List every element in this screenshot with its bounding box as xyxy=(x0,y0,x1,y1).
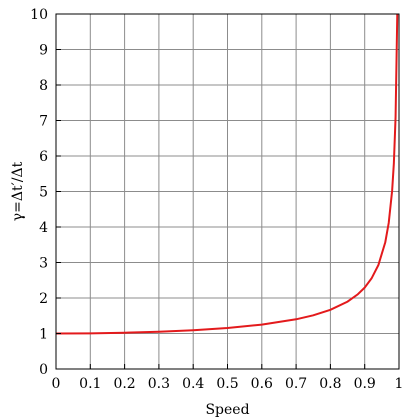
y-tick-label: 5 xyxy=(39,185,48,201)
y-tick-label: 2 xyxy=(39,291,48,307)
x-tick-label: 0.8 xyxy=(319,376,341,392)
x-tick-label: 0.7 xyxy=(285,376,307,392)
y-tick-label: 1 xyxy=(39,327,48,343)
y-tick-label: 7 xyxy=(39,114,48,130)
x-axis-title: Speed xyxy=(205,402,249,418)
y-tick-label: 10 xyxy=(30,7,48,23)
x-tick-label: 0.6 xyxy=(251,376,273,392)
y-tick-label: 6 xyxy=(39,149,48,165)
y-tick-label: 9 xyxy=(39,43,48,59)
y-tick-label: 3 xyxy=(39,256,48,272)
y-tick-label: 4 xyxy=(39,220,48,236)
grid xyxy=(56,14,399,369)
y-tick-label: 0 xyxy=(39,362,48,378)
y-tick-label: 8 xyxy=(39,78,48,94)
series-line xyxy=(55,13,399,335)
x-tick-label: 1 xyxy=(395,376,404,392)
x-tick-label: 0.5 xyxy=(216,376,238,392)
x-tick-label: 0.1 xyxy=(79,376,101,392)
x-tick-label: 0.3 xyxy=(148,376,170,392)
y-axis-title: γ=Δt′/Δt xyxy=(10,161,26,221)
x-tick-label: 0.2 xyxy=(113,376,135,392)
x-tick-label: 0.4 xyxy=(182,376,204,392)
axis-ticks: 0 0.1 0.2 0.3 0.4 0.5 0.6 0.7 0.8 0.9 101234567891… xyxy=(30,7,403,392)
x-tick-label: 0 xyxy=(52,376,61,392)
x-tick-label: 0.9 xyxy=(354,376,376,392)
